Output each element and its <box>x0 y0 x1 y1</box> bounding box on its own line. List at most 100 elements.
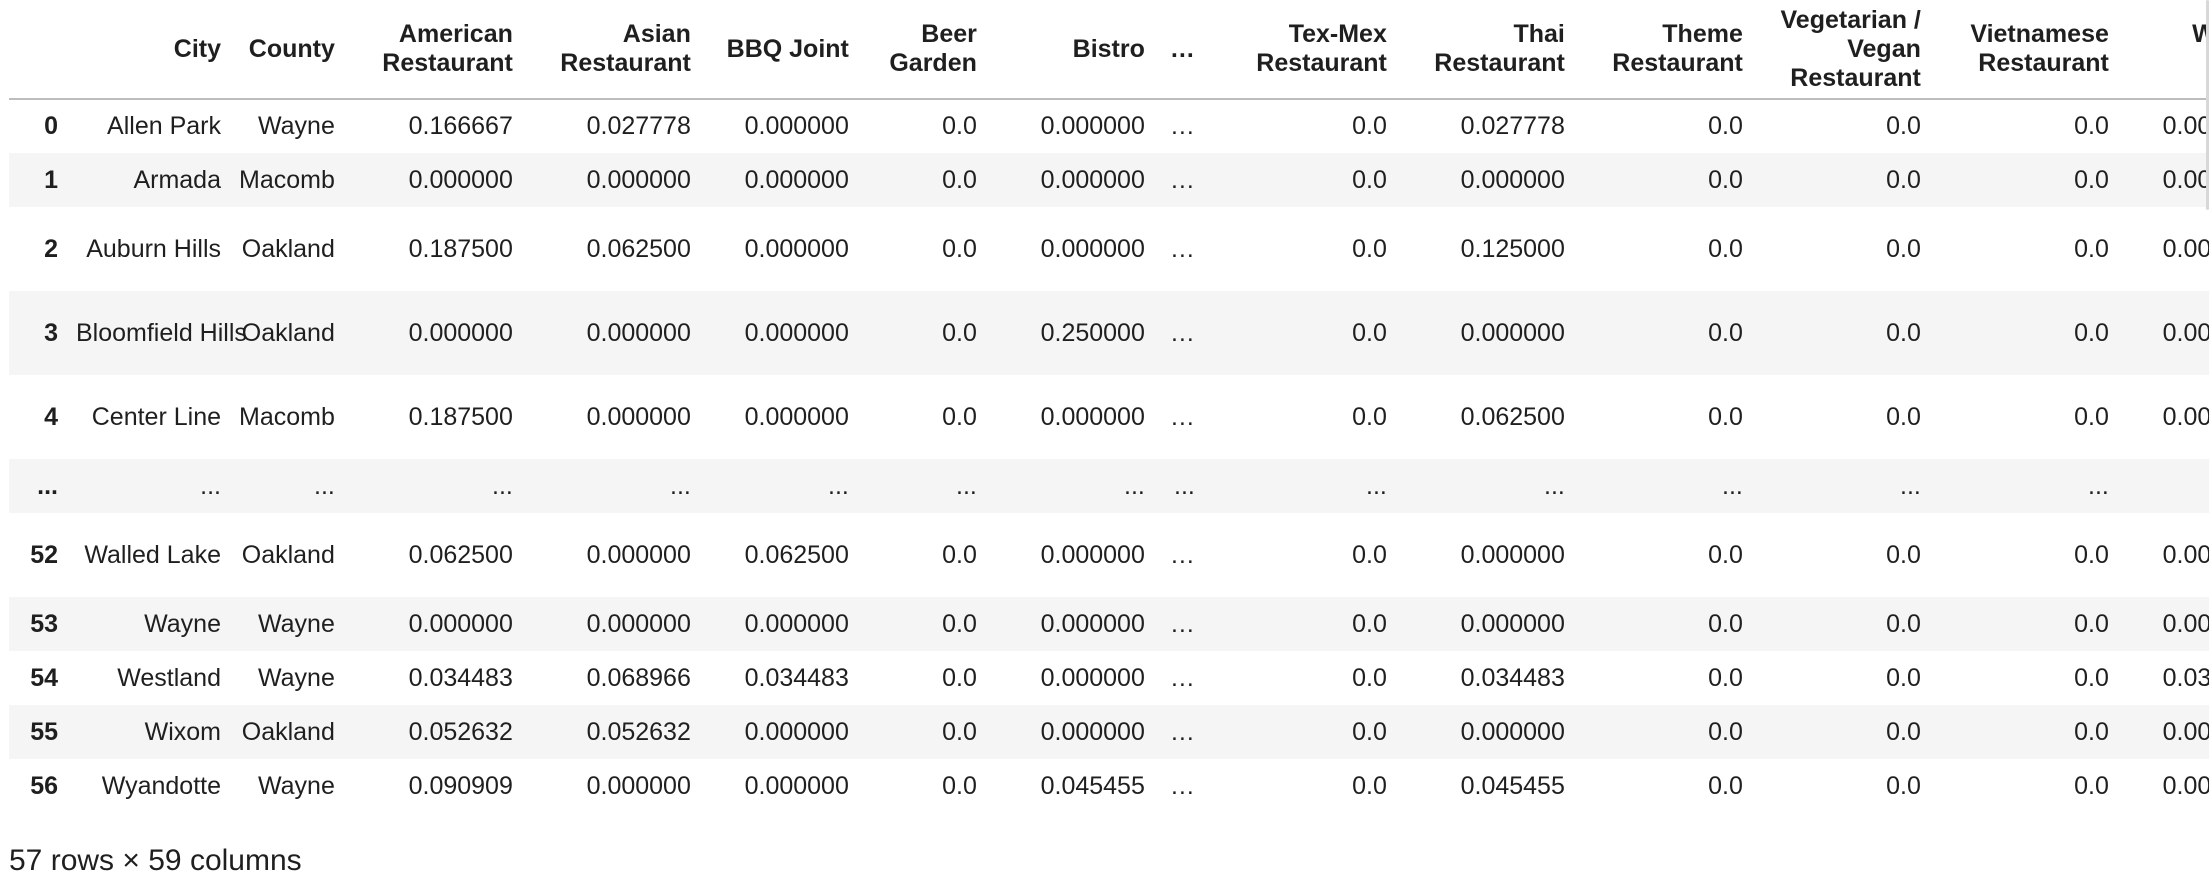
table-row: 56 Wyandotte Wayne 0.090909 0.000000 0.000000… <box>9 759 2209 813</box>
cell-viet: 0.0 <box>2074 663 2109 692</box>
cell-veg: 0.0 <box>1886 234 1921 263</box>
cell-texmex: 0.0 <box>1352 663 1387 692</box>
cell-dots: … <box>1169 663 1195 692</box>
cell-american: 0.062500 <box>408 540 513 569</box>
row-index: 55 <box>30 717 58 746</box>
column-header-label: American Restaurant <box>382 20 513 77</box>
cell-bistro: 0.000000 <box>1040 717 1145 746</box>
cell-county: Macomb <box>239 165 335 194</box>
cell-beer: 0.0 <box>942 609 977 638</box>
column-header-beer: Beer Garden <box>857 0 986 100</box>
cell-viet: 0.0 <box>2074 112 2109 140</box>
cell-texmex: 0.0 <box>1352 318 1387 347</box>
cell-city: Center Line <box>91 402 221 431</box>
cell-county: Oakland <box>241 318 335 347</box>
cell-asian: 0.000000 <box>586 165 691 194</box>
table-header: City County American Restaurant Asian Resta… <box>9 0 2209 100</box>
row-index: 52 <box>30 540 58 569</box>
cell-bbq: 0.000000 <box>744 771 849 800</box>
cell-thai: 0.000000 <box>1460 540 1565 569</box>
cell-dots: … <box>1169 165 1195 194</box>
cell-american: 0.187500 <box>408 234 513 263</box>
cell-county: Oakland <box>241 234 335 263</box>
cell-thai: ... <box>1544 471 1565 500</box>
cell-beer: ... <box>956 471 977 500</box>
column-header-viet: Vietnamese Restaurant <box>1929 0 2118 100</box>
cell-asian: 0.052632 <box>586 717 691 746</box>
cell-viet: ... <box>2088 471 2109 500</box>
cell-wings: 0.000000 <box>2162 609 2209 638</box>
cell-asian: 0.000000 <box>586 771 691 800</box>
table-row: 53 Wayne Wayne 0.000000 0.000000 0.000000 0.0 0… <box>9 597 2209 651</box>
cell-asian: 0.068966 <box>586 663 691 692</box>
cell-veg: 0.0 <box>1886 165 1921 194</box>
cell-thai: 0.000000 <box>1460 609 1565 638</box>
column-header-label: BBQ Joint <box>726 34 849 63</box>
cell-bistro: 0.045455 <box>1040 771 1145 800</box>
cell-county: Oakland <box>241 717 335 746</box>
cell-theme: 0.0 <box>1708 771 1743 800</box>
cell-bistro: 0.000000 <box>1040 234 1145 263</box>
table-row: 52 Walled Lake Oakland 0.062500 0.000000 0.06… <box>9 513 2209 597</box>
cell-theme: 0.0 <box>1708 165 1743 194</box>
cell-texmex: 0.0 <box>1352 771 1387 800</box>
cell-theme: 0.0 <box>1708 540 1743 569</box>
cell-texmex: 0.0 <box>1352 402 1387 431</box>
dataframe-table: City County American Restaurant Asian Resta… <box>9 0 2209 813</box>
cell-thai: 0.062500 <box>1460 402 1565 431</box>
cell-wings: 0.034483 <box>2162 663 2209 692</box>
cell-viet: 0.0 <box>2074 717 2109 746</box>
column-header-label: City <box>173 34 221 63</box>
column-header-label: Theme Restaurant <box>1612 20 1743 77</box>
row-index: 53 <box>30 609 58 638</box>
cell-asian: 0.000000 <box>586 540 691 569</box>
cell-bbq: 0.034483 <box>744 663 849 692</box>
cell-veg: 0.0 <box>1886 717 1921 746</box>
cell-american: 0.034483 <box>408 663 513 692</box>
cell-wings: 0.000000 <box>2162 318 2209 347</box>
cell-asian: 0.000000 <box>586 318 691 347</box>
cell-beer: 0.0 <box>942 165 977 194</box>
column-header-label: … <box>1169 34 1195 63</box>
column-header-index <box>9 0 67 100</box>
cell-theme: 0.0 <box>1708 402 1743 431</box>
row-index: 56 <box>30 771 58 800</box>
cell-asian: 0.000000 <box>586 609 691 638</box>
cell-bistro: 0.000000 <box>1040 609 1145 638</box>
table-row: 3 Bloomfield Hills Oakland 0.000000 0.000000… <box>9 291 2209 375</box>
cell-bistro: ... <box>1124 471 1145 500</box>
table-row: 54 Westland Wayne 0.034483 0.068966 0.034483 0… <box>9 651 2209 705</box>
table-row: ........................................… <box>9 459 2209 513</box>
cell-bistro: 0.250000 <box>1040 318 1145 347</box>
cell-beer: 0.0 <box>942 540 977 569</box>
row-index: 2 <box>44 234 58 263</box>
cell-wings: 0.000000 <box>2162 771 2209 800</box>
cell-theme: ... <box>1722 471 1743 500</box>
cell-city: Armada <box>133 165 221 194</box>
cell-dots: … <box>1169 540 1195 569</box>
cell-bbq: 0.000000 <box>744 717 849 746</box>
cell-dots: … <box>1169 318 1195 347</box>
column-header-label: Tex-Mex Restaurant <box>1256 20 1387 77</box>
cell-city: ... <box>200 471 221 500</box>
table-row: 1 Armada Macomb 0.000000 0.000000 0.000000 0.0… <box>9 153 2209 207</box>
cell-beer: 0.0 <box>942 234 977 263</box>
column-header-label: Vietnamese Restaurant <box>1970 20 2109 77</box>
vertical-scrollbar[interactable] <box>2206 0 2209 210</box>
cell-american: ... <box>492 471 513 500</box>
cell-texmex: 0.0 <box>1352 540 1387 569</box>
column-header-county: County <box>230 0 344 100</box>
cell-american: 0.052632 <box>408 717 513 746</box>
row-index: 3 <box>44 318 58 347</box>
cell-thai: 0.000000 <box>1460 165 1565 194</box>
column-header-label: Thai Restaurant <box>1434 20 1565 77</box>
cell-city: Wixom <box>144 717 221 746</box>
cell-city: Bloomfield Hills <box>76 318 247 347</box>
cell-bbq: 0.062500 <box>744 540 849 569</box>
cell-theme: 0.0 <box>1708 717 1743 746</box>
cell-county: Oakland <box>241 540 335 569</box>
cell-thai: 0.034483 <box>1460 663 1565 692</box>
cell-dots: … <box>1169 771 1195 800</box>
cell-bistro: 0.000000 <box>1040 165 1145 194</box>
cell-bbq: 0.000000 <box>744 318 849 347</box>
